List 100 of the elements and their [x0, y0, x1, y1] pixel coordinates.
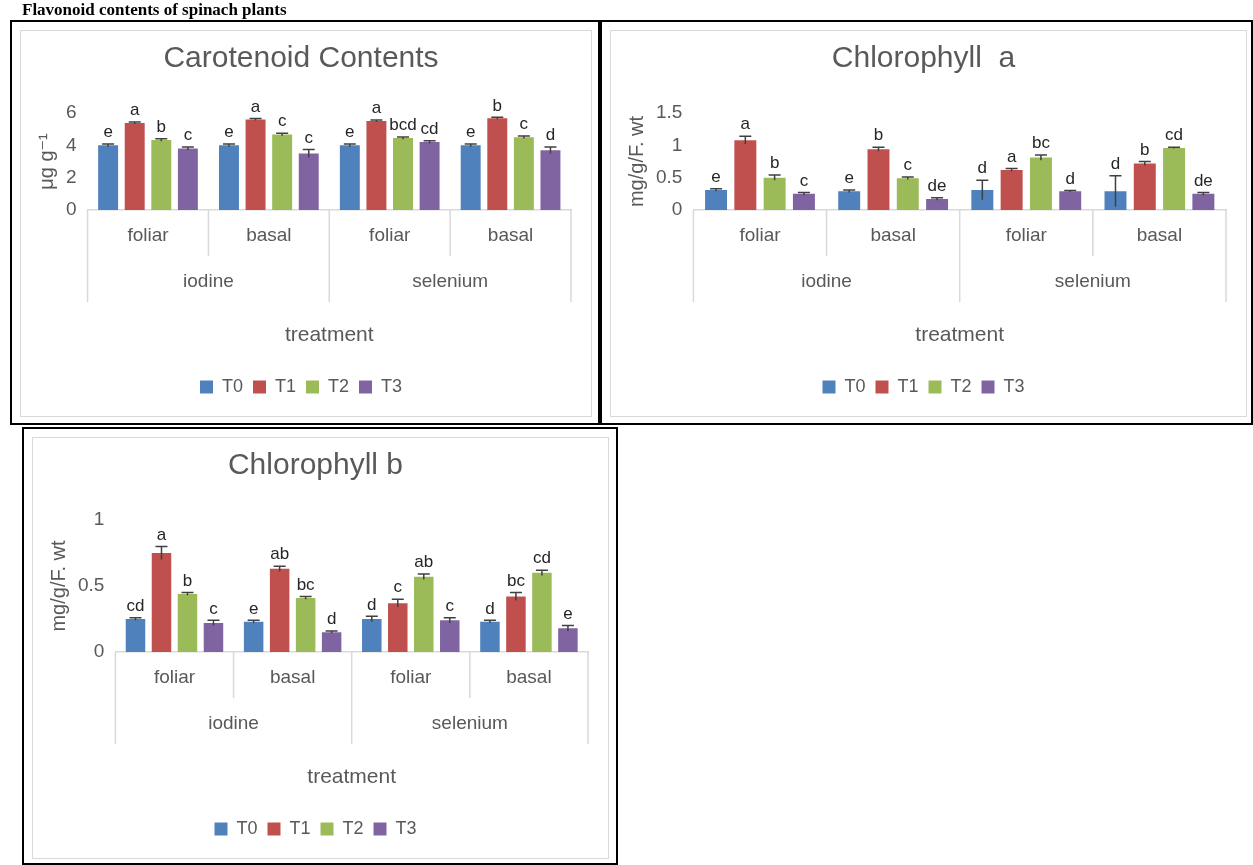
data-label: c [183, 125, 193, 145]
bar [243, 621, 264, 652]
bar [321, 632, 342, 652]
bar [245, 119, 266, 210]
text: iodine [801, 270, 852, 292]
text: selenium [431, 712, 508, 734]
data-label: d [977, 158, 988, 178]
chart-title: Chlorophyll b [227, 447, 404, 481]
bar [792, 193, 815, 210]
data-label: cd [420, 118, 439, 138]
y-tick-label: 0 [93, 640, 105, 662]
data-label: b [492, 95, 503, 115]
data-label: cd [126, 595, 145, 615]
bar [151, 140, 172, 210]
bar [1000, 169, 1023, 210]
bar [177, 148, 198, 210]
text: iodine [208, 712, 259, 734]
data-label: cd [1165, 125, 1184, 145]
bar [366, 121, 387, 210]
x-tick-label: foliar [390, 665, 433, 687]
data-label: e [711, 166, 721, 186]
data-label: c [393, 577, 403, 597]
bar [1192, 193, 1215, 210]
bar [540, 150, 561, 210]
x-tick-label: foliar [369, 223, 411, 245]
bar [295, 597, 316, 652]
y-tick-label: 2 [65, 165, 77, 187]
x-tick-label: foliar [127, 223, 170, 245]
y-axis-title: mg/g/F. wt [46, 539, 69, 632]
x-tick-label: foliar [1005, 223, 1048, 245]
bar [339, 145, 360, 210]
bar [125, 619, 146, 652]
data-label: e [465, 122, 476, 142]
bar [419, 142, 440, 210]
data-label: b [769, 153, 780, 173]
bar [896, 178, 919, 210]
bar [414, 576, 434, 652]
y-tick-label: 0 [65, 198, 77, 220]
data-label: d [485, 598, 495, 618]
bar [1163, 147, 1186, 210]
bar [705, 189, 728, 210]
data-label: de [927, 175, 947, 195]
bar [362, 619, 382, 652]
bar [388, 603, 408, 652]
legend-label: T0 [236, 817, 258, 838]
data-label: c [799, 170, 809, 190]
data-label: a [129, 100, 140, 120]
data-label: ab [414, 552, 434, 572]
data-label: c [445, 595, 455, 615]
y-tick-label: 4 [65, 133, 77, 155]
data-label: e [224, 122, 234, 142]
y-axis-title: mg/g/F. wt [624, 115, 647, 208]
data-label: a [371, 98, 382, 118]
data-label: d [326, 609, 337, 629]
data-label: bc [296, 574, 316, 594]
bar [558, 628, 578, 652]
x-axis-title: treatment [915, 322, 1005, 346]
y-tick-label: 0 [671, 198, 683, 220]
text: selenium [1054, 270, 1131, 292]
data-label: b [1140, 139, 1150, 159]
data-label: d [367, 594, 377, 614]
x-tick-label: basal [269, 665, 316, 687]
data-label: e [103, 122, 113, 142]
legend-label: T0 [844, 375, 866, 396]
bar [124, 123, 145, 210]
x-tick-label: basal [246, 223, 292, 245]
x-tick-label: basal [1136, 223, 1183, 245]
y-tick-label: 1 [671, 133, 683, 155]
data-label: e [248, 598, 259, 618]
bar [1133, 163, 1156, 210]
bar [203, 622, 224, 652]
bar [151, 553, 172, 652]
bar [867, 149, 890, 210]
text: Flavonoid contents of spinach plants [22, 0, 287, 19]
bar [272, 134, 293, 210]
data-label: bc [1031, 133, 1051, 153]
bar [440, 620, 460, 652]
bar [532, 572, 552, 652]
data-label: e [345, 122, 355, 142]
data-label: bcd [389, 115, 417, 135]
bar [219, 145, 239, 210]
bar [1104, 191, 1127, 210]
data-label: e [563, 603, 573, 623]
y-tick-label: 0.5 [655, 165, 683, 187]
x-tick-label: basal [506, 665, 552, 687]
data-label: de [1193, 170, 1213, 190]
legend-label: T1 [897, 375, 919, 396]
bar [1029, 157, 1052, 210]
data-label: bc [506, 570, 526, 590]
bar [269, 568, 290, 652]
y-tick-label: 6 [65, 101, 77, 123]
bar [480, 621, 500, 652]
data-label: b [156, 116, 167, 136]
data-label: c [304, 127, 314, 147]
data-label: ab [270, 544, 290, 564]
data-label: c [277, 111, 287, 131]
data-label: d [1110, 153, 1121, 173]
bar [98, 145, 119, 210]
y-tick-label: 1.5 [655, 101, 683, 123]
legend-label: T1 [289, 817, 311, 838]
